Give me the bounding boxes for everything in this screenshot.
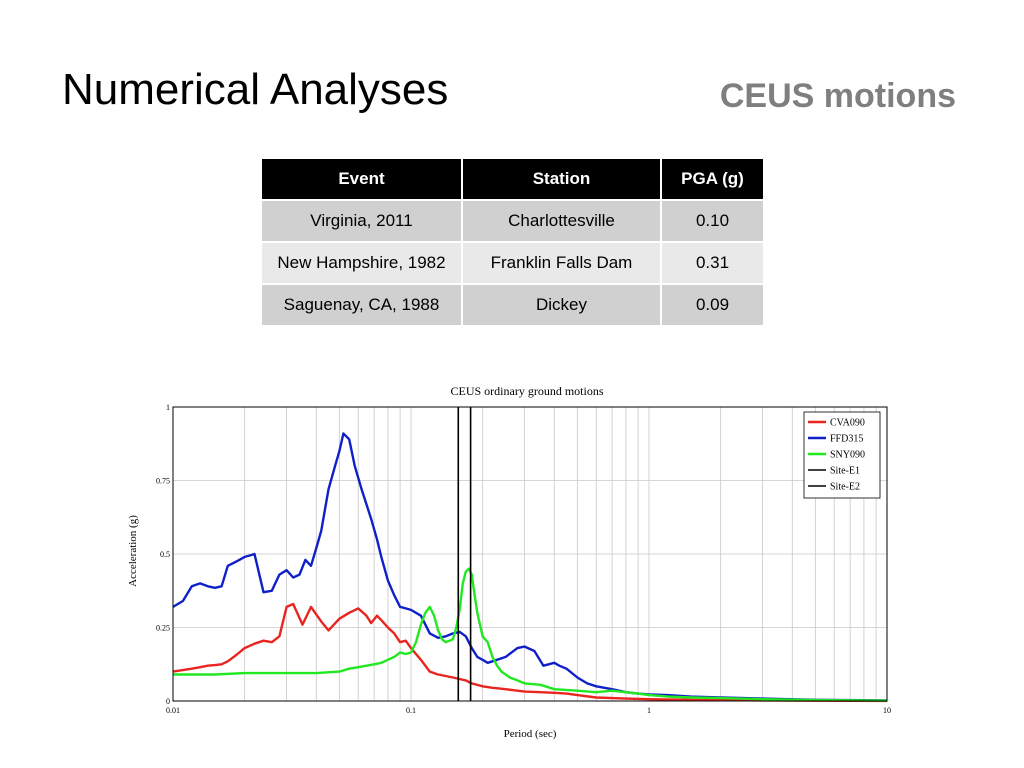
legend-label: CVA090 — [830, 418, 865, 429]
table-row: Saguenay, CA, 1988 Dickey 0.09 — [260, 283, 765, 327]
series-lines — [172, 407, 888, 703]
slide-title: Numerical Analyses — [62, 65, 449, 114]
cell-pga: 0.09 — [660, 283, 765, 327]
header-station: Station — [461, 157, 662, 201]
x-tick-label: 10 — [883, 706, 891, 715]
y-tick-label: 0.5 — [160, 550, 170, 559]
cell-pga: 0.31 — [660, 241, 765, 285]
chart-title: CEUS ordinary ground motions — [451, 384, 604, 398]
table-header-row: Event Station PGA (g) — [260, 157, 765, 201]
x-tick-label: 0.1 — [406, 706, 416, 715]
y-tick-label: 0.75 — [156, 477, 170, 486]
cell-event: New Hampshire, 1982 — [260, 241, 463, 285]
table-row: Virginia, 2011 Charlottesville 0.10 — [260, 199, 765, 243]
legend-label: FFD315 — [830, 434, 863, 445]
legend-label: SNY090 — [830, 450, 865, 461]
x-axis-label: Period (sec) — [504, 728, 557, 740]
grid-lines — [172, 406, 887, 702]
legend: CVA090 FFD315 SNY090 Site-E1 Site-E2 — [803, 411, 881, 499]
y-tick-label: 1 — [166, 403, 170, 412]
header-event: Event — [260, 157, 463, 201]
table-row: New Hampshire, 1982 Franklin Falls Dam 0… — [260, 241, 765, 285]
slide-subtitle: CEUS motions — [719, 77, 956, 115]
cell-station: Dickey — [461, 283, 662, 327]
cell-event: Saguenay, CA, 1988 — [260, 283, 463, 327]
x-tick-label: 1 — [647, 706, 651, 715]
events-table: Event Station PGA (g) Virginia, 2011 Cha… — [260, 157, 765, 327]
cell-event: Virginia, 2011 — [260, 199, 463, 243]
series-line-sny090 — [173, 567, 888, 702]
legend-label: Site-E1 — [830, 466, 860, 477]
y-axis-label: Acceleration (g) — [127, 515, 139, 587]
y-tick-label: 0 — [166, 697, 170, 706]
x-tick-label: 0.01 — [166, 706, 180, 715]
plot-frame — [172, 406, 888, 702]
axis-ticks: 0.01 0.1 1 10 0 0.25 0.5 0.75 1 — [156, 403, 891, 715]
series-line-ffd315 — [172, 432, 888, 702]
cell-station: Franklin Falls Dam — [461, 241, 662, 285]
cell-pga: 0.10 — [660, 199, 765, 243]
legend-label: Site-E2 — [830, 482, 860, 493]
y-tick-label: 0.25 — [156, 624, 170, 633]
series-line-cva090 — [172, 602, 888, 703]
header-pga: PGA (g) — [660, 157, 765, 201]
cell-station: Charlottesville — [461, 199, 662, 243]
